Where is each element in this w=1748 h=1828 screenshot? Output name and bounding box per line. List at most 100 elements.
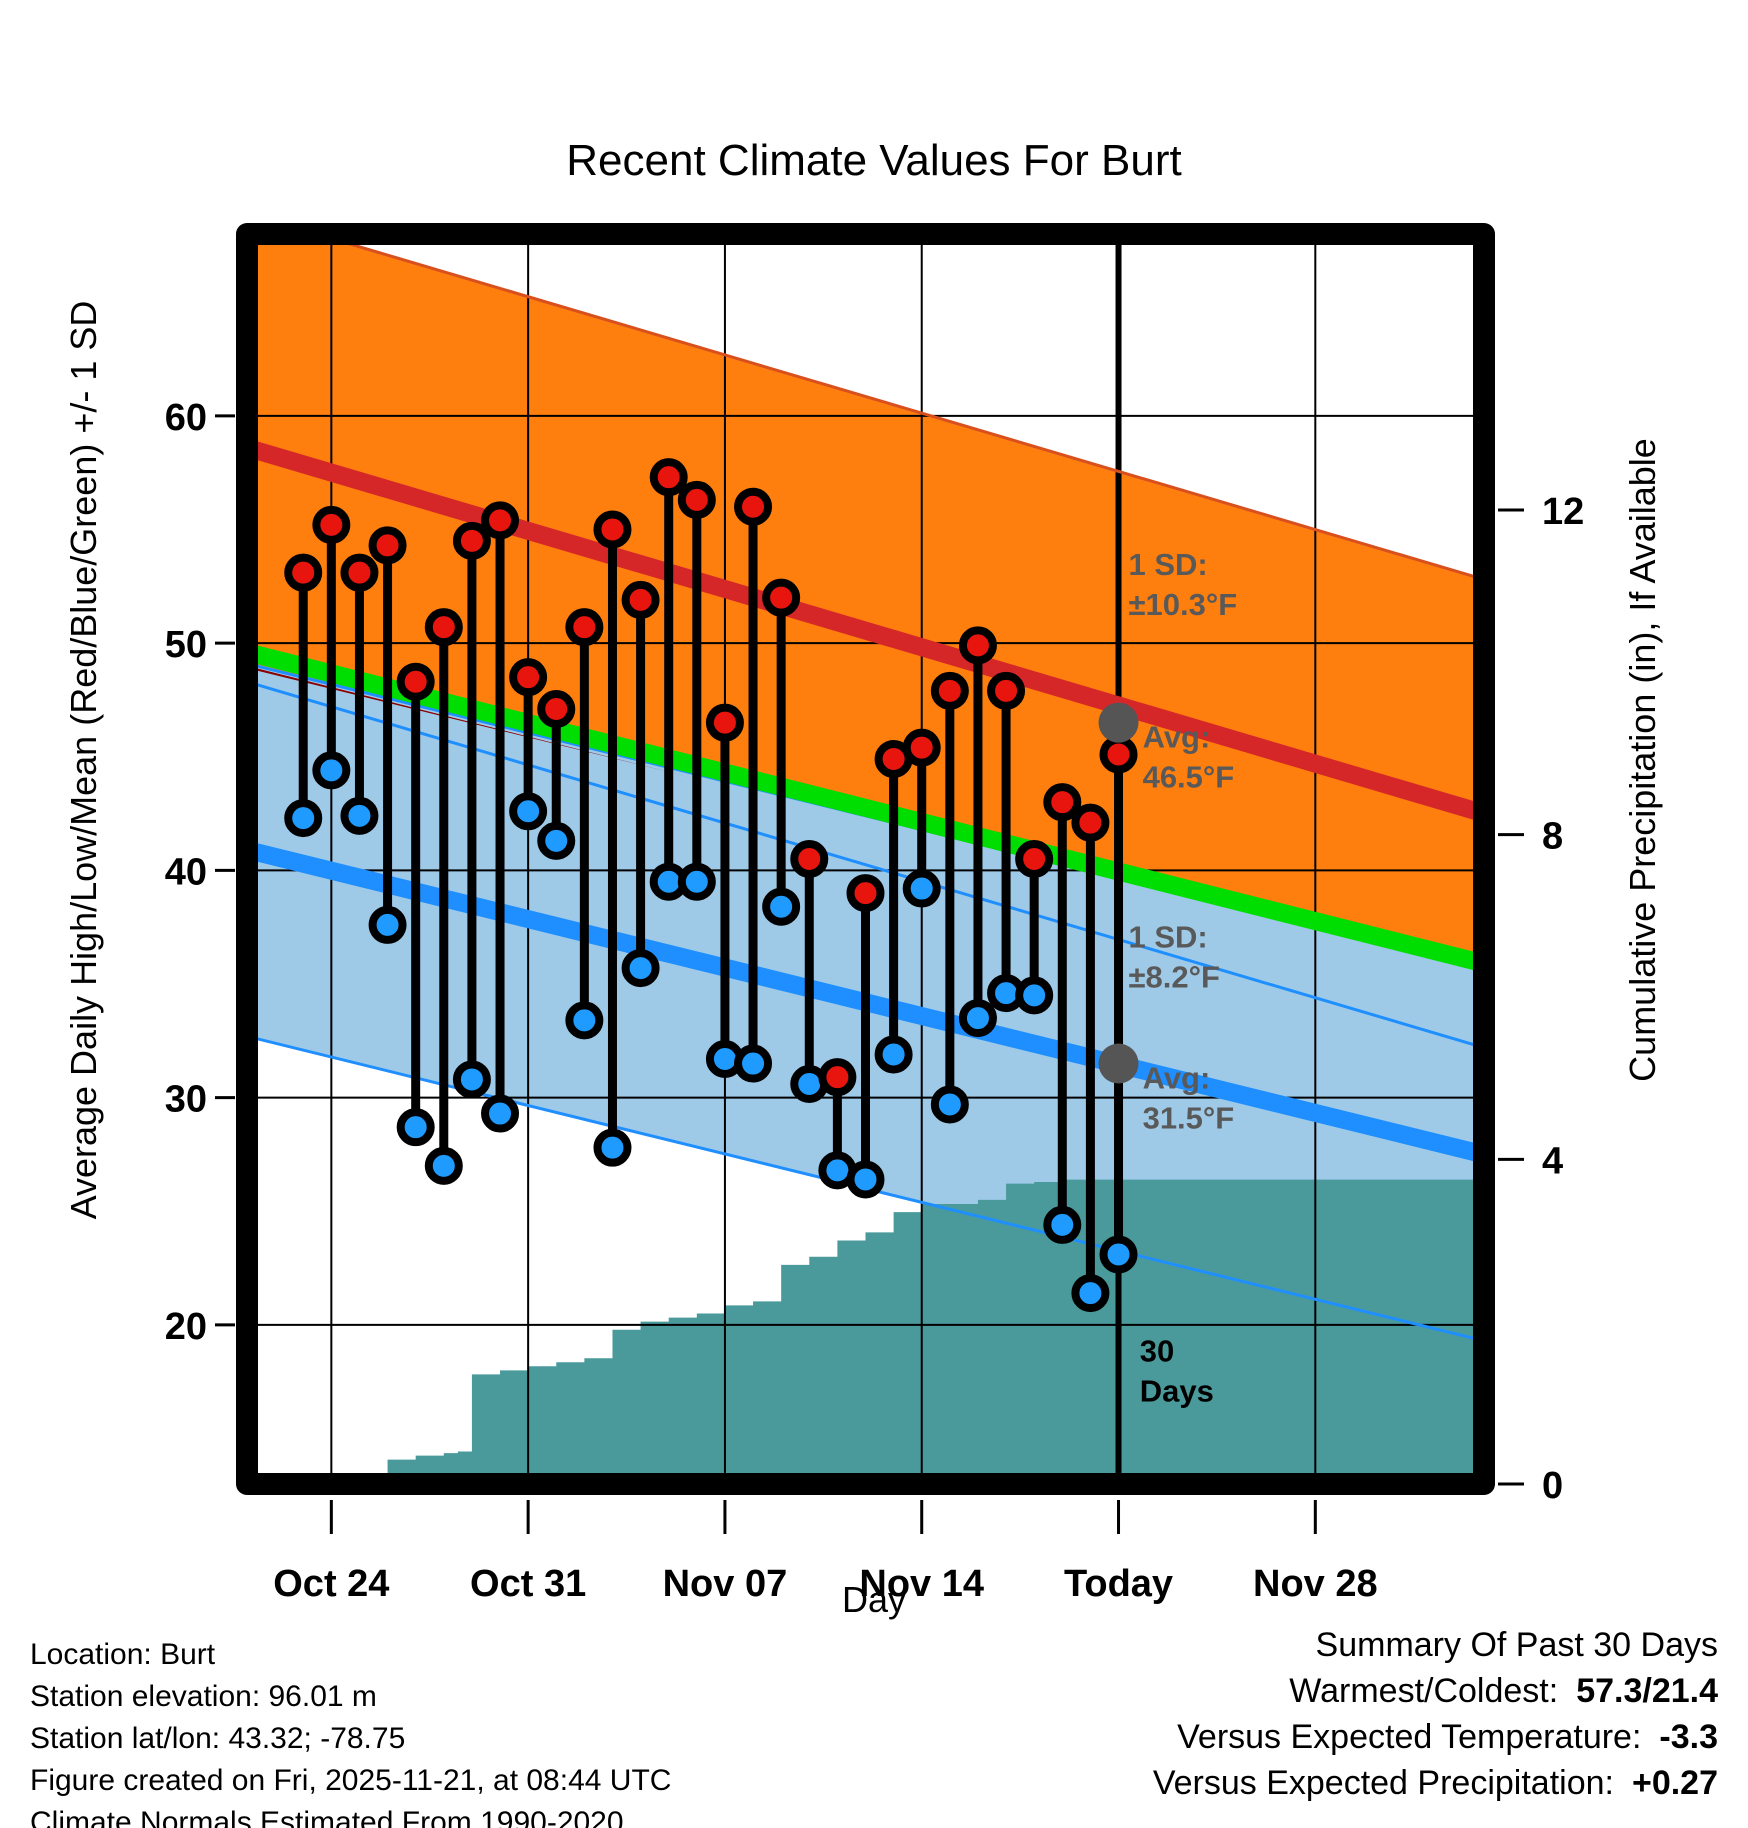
summary-block: Summary Of Past 30 Days 57.3/21.4 Warmest/… (1153, 1626, 1718, 1802)
observation-low-marker (677, 862, 716, 901)
y-axis-right-tick-label: 8 (1542, 816, 1563, 858)
observation-low-marker (930, 1085, 969, 1124)
today-avg-high-marker (1098, 702, 1139, 743)
y-axis-right-tick-label: 4 (1542, 1140, 1563, 1182)
y-axis-label-right: Cumulative Precipitation (in), If Availa… (1622, 438, 1663, 1082)
observation-low-marker (1071, 1274, 1110, 1313)
summary-label: Warmest/Coldest: (1289, 1672, 1558, 1710)
observation-low-marker (284, 799, 323, 838)
observation-high-marker (1043, 783, 1082, 822)
line-normal-high (247, 439, 1484, 823)
observation-high-marker (396, 662, 435, 701)
observation-high-marker (593, 510, 632, 549)
annotation-days-marker: 30 (1140, 1333, 1174, 1368)
x-axis-tick-label: Nov 28 (1253, 1563, 1378, 1605)
observation-high-marker (312, 505, 351, 544)
observation-low-marker (565, 1001, 604, 1040)
observation-low-marker (734, 1044, 773, 1083)
today-avg-low-marker (1098, 1043, 1139, 1084)
observation-high-marker (509, 658, 548, 697)
observation-low-marker (481, 1094, 520, 1133)
observation-high-marker (1015, 840, 1054, 878)
observation-low-marker (340, 796, 379, 835)
observation-high-marker (452, 521, 491, 560)
observation-low-marker (452, 1060, 491, 1099)
page-title: Recent Climate Values For Burt (566, 136, 1181, 185)
y-axis-tick-label: 20 (165, 1306, 207, 1348)
y-axis-right-tick-label: 12 (1542, 491, 1584, 533)
y-axis-tick-label: 60 (165, 397, 207, 439)
observation-low-marker (537, 821, 576, 860)
observation-low-marker (846, 1160, 885, 1199)
observation-low-marker (368, 905, 407, 944)
y-axis-right-tick-label: 0 (1542, 1465, 1563, 1507)
summary-label: Versus Expected Temperature: (1177, 1718, 1641, 1756)
observation-high-marker (705, 703, 744, 742)
observation-high-marker (987, 671, 1026, 710)
summary-value: +0.27 (1632, 1764, 1718, 1802)
annotation-avg-low: Avg: (1143, 1061, 1211, 1096)
summary-heading: Summary Of Past 30 Days (1316, 1626, 1718, 1664)
observation-low-marker (424, 1146, 463, 1185)
observation-high-marker (846, 874, 885, 913)
observation-high-marker (902, 728, 941, 767)
observation-high-marker (1099, 735, 1138, 774)
x-axis-label: Day (842, 1579, 906, 1620)
plot-clip-group: 1 SD: ±10.3°F Avg: 46.5°F 1 SD: ±8.2°F Avg: 31.… (247, 234, 1484, 1484)
observation-low-marker (396, 1108, 435, 1147)
observation-high-marker (481, 501, 520, 540)
observation-low-marker (1099, 1235, 1138, 1274)
observation-high-marker (930, 671, 969, 710)
observation-high-marker (368, 526, 407, 565)
annotation-sd-high: ±10.3°F (1129, 587, 1238, 622)
metadata-line: Station elevation: 96.01 m (30, 1680, 377, 1713)
x-axis-tick-label: Nov 07 (663, 1563, 788, 1605)
annotation-avg-high: 46.5°F (1143, 760, 1235, 795)
observation-high-marker (340, 553, 379, 592)
plot-area: 1 SD: ±10.3°F Avg: 46.5°F 1 SD: ±8.2°F Avg: 31.… (165, 223, 1584, 1605)
metadata-line: Climate Normals Estimated From 1990-2020 (30, 1806, 624, 1828)
observation-high-marker (565, 608, 604, 647)
observation-high-marker (1071, 803, 1110, 842)
line-high-plus-sd (310, 234, 1484, 581)
metadata-line: Figure created on Fri, 2025-11-21, at 08… (30, 1764, 671, 1797)
annotation-days-marker: Days (1140, 1373, 1214, 1408)
observation-low-marker (762, 887, 801, 926)
observation-low-marker (902, 869, 941, 908)
observation-low-marker (312, 751, 351, 790)
observation-low-marker (1043, 1205, 1082, 1244)
x-axis-tick-label: Oct 24 (273, 1563, 389, 1605)
observation-high-marker (762, 578, 801, 617)
observation-low-marker (509, 792, 548, 831)
y-axis-tick-label: 50 (165, 624, 207, 666)
metadata-line: Station lat/lon: 43.32; -78.75 (30, 1722, 405, 1755)
annotation-avg-high: Avg: (1143, 720, 1211, 755)
summary-value: 57.3/21.4 (1576, 1672, 1718, 1710)
x-axis-tick-label: Nov 14 (859, 1563, 984, 1605)
summary-label: Versus Expected Precipitation: (1153, 1764, 1614, 1802)
metadata-block: Location: Burt Station elevation: 96.01 m… (30, 1638, 671, 1828)
observation-low-marker (593, 1128, 632, 1167)
observation-low-marker (621, 949, 660, 988)
observation-low-marker (1015, 976, 1054, 1015)
observation-high-marker (958, 626, 997, 665)
y-axis-label-left: Average Daily High/Low/Mean (Red/Blue/Gr… (63, 301, 104, 1220)
annotation-sd-high: 1 SD: (1129, 547, 1208, 582)
observation-low-marker (958, 999, 997, 1038)
summary-value: -3.3 (1659, 1718, 1718, 1756)
plot-border (236, 223, 1495, 1495)
observation-low-marker (874, 1035, 913, 1074)
line-high-minus-sd (247, 680, 1484, 1050)
high-sd-band (247, 234, 1484, 1048)
observation-high-marker (621, 580, 660, 619)
line-normal-mean (247, 643, 1484, 973)
observation-high-marker (284, 553, 323, 592)
observation-high-marker (424, 608, 463, 647)
x-axis-tick-label: Oct 31 (470, 1563, 586, 1605)
annotation-sd-low: 1 SD: (1129, 920, 1208, 955)
observation-high-marker (677, 480, 716, 519)
observation-high-marker (790, 840, 829, 878)
x-axis-tick-label: Today (1064, 1563, 1173, 1605)
observation-high-marker (734, 487, 773, 526)
